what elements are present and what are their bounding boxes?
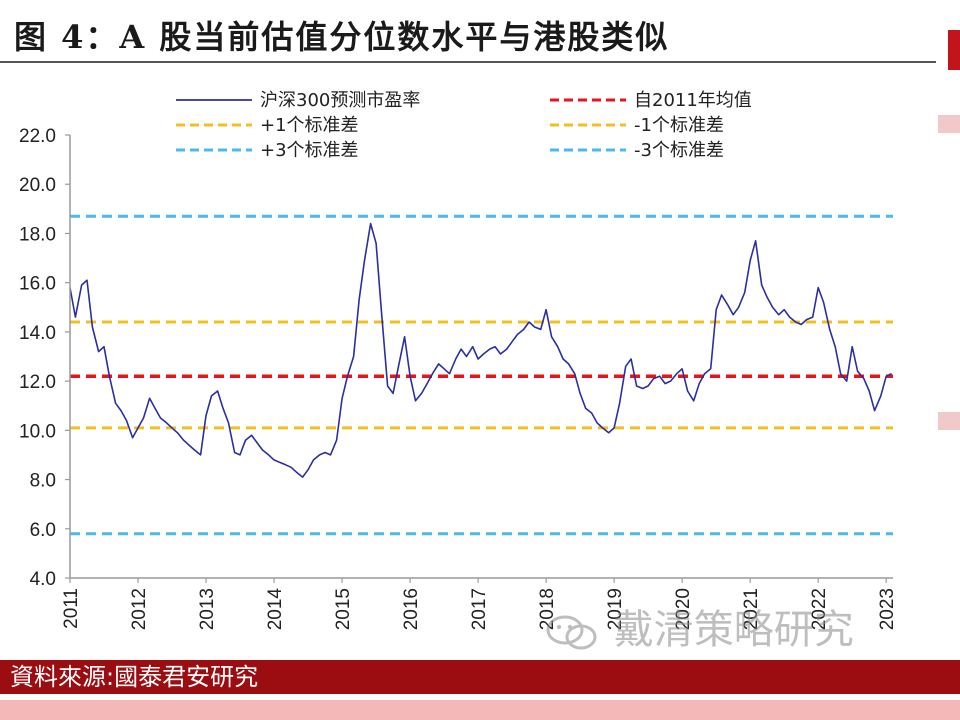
y-tick-label-5: 14.0 — [19, 323, 56, 344]
y-tick-label-0: 4.0 — [30, 569, 56, 590]
reference-lines — [70, 214, 893, 536]
y-tick-label-6: 16.0 — [19, 274, 56, 295]
source-bar: 資料來源:國泰君安研究 — [0, 660, 960, 694]
footer-band — [0, 700, 960, 720]
series-layer — [69, 222, 892, 478]
x-tick-label-5: 2016 — [401, 588, 422, 630]
series-line-0 — [69, 222, 892, 478]
edge-accent-top — [948, 30, 960, 70]
figure-title: 图 4：A 股当前估值分位数水平与港股类似 — [14, 18, 670, 56]
edge-accent-low — [938, 412, 960, 430]
legend-label-1: 自2011年均值 — [634, 90, 752, 111]
x-tick-label-0: 2011 — [61, 588, 82, 629]
x-tick-label-1: 2012 — [129, 588, 150, 630]
legend-label-3: -1个标准差 — [634, 115, 724, 136]
y-tick-label-3: 10.0 — [19, 421, 56, 442]
x-tick-label-6: 2017 — [469, 588, 490, 630]
legend-label-2: +1个标准差 — [260, 115, 359, 136]
axes: 4.0 6.0 8.0 10.0 12.0 14.0 16.0 18.0 20.0 22.0 201… — [19, 126, 898, 630]
legend-label-0: 沪深300预测市盈率 — [260, 90, 420, 111]
y-tick-label-1: 6.0 — [30, 520, 56, 541]
x-tick-label-12: 2023 — [877, 588, 898, 630]
source-text: 資料來源:國泰君安研究 — [10, 663, 259, 691]
watermark-text: 戴清策略研究 — [613, 607, 854, 653]
watermark: 戴清策略研究 — [545, 600, 905, 660]
y-tick-label-2: 8.0 — [30, 471, 56, 492]
x-tick-label-10: 2021 — [741, 588, 762, 630]
x-tick-label-2: 2013 — [197, 588, 218, 630]
wechat-icon — [546, 615, 597, 650]
x-tick-label-4: 2015 — [333, 588, 354, 630]
x-tick-label-3: 2014 — [265, 588, 286, 631]
edge-accent-mid — [938, 115, 960, 133]
x-tick-label-9: 2020 — [673, 588, 694, 630]
y-tick-label-7: 18.0 — [19, 224, 56, 245]
y-tick-label-8: 20.0 — [19, 175, 56, 196]
y-tick-label-9: 22.0 — [19, 126, 56, 147]
title-rule — [0, 61, 936, 63]
x-tick-label-8: 2019 — [605, 588, 626, 630]
legend-label-5: -3个标准差 — [634, 140, 724, 161]
pe-chart: 沪深300预测市盈率 自2011年均值 +1个标准差 -1个标准差 +3个标准差 -3个标… — [19, 90, 898, 630]
legend: 沪深300预测市盈率 自2011年均值 +1个标准差 -1个标准差 +3个标准差 -3个标… — [176, 90, 752, 161]
x-tick-label-11: 2022 — [809, 588, 830, 630]
legend-label-4: +3个标准差 — [260, 140, 359, 161]
y-tick-label-4: 12.0 — [19, 372, 56, 393]
